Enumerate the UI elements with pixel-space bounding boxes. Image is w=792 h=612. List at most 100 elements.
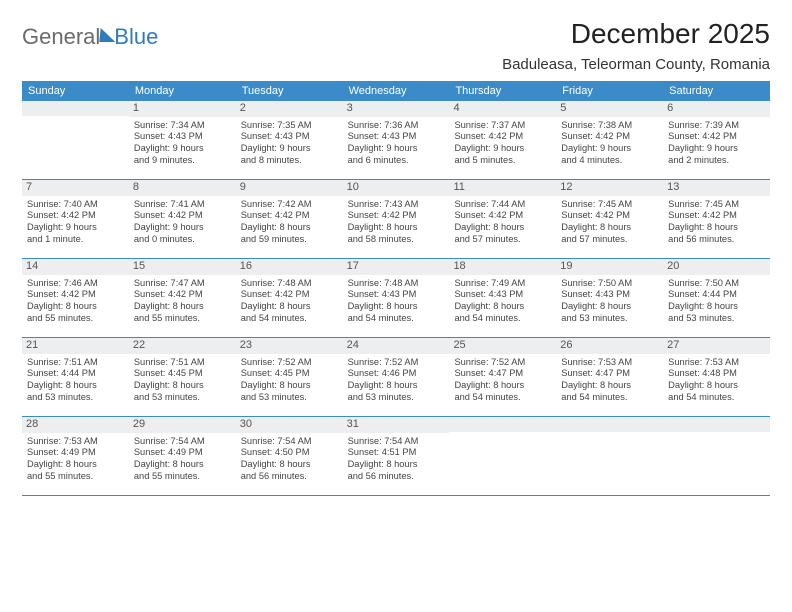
week-row: 1Sunrise: 7:34 AMSunset: 4:43 PMDaylight… — [22, 101, 770, 180]
day-cell: 10Sunrise: 7:43 AMSunset: 4:42 PMDayligh… — [343, 180, 450, 258]
day-cell: 17Sunrise: 7:48 AMSunset: 4:43 PMDayligh… — [343, 259, 450, 337]
day-info-line: and 57 minutes. — [454, 234, 551, 246]
day-info-line: Daylight: 8 hours — [561, 301, 658, 313]
dow-cell: Friday — [556, 81, 663, 101]
day-number: 18 — [449, 259, 556, 275]
day-info-line: Sunrise: 7:42 AM — [241, 199, 338, 211]
day-cell: 15Sunrise: 7:47 AMSunset: 4:42 PMDayligh… — [129, 259, 236, 337]
dow-cell: Tuesday — [236, 81, 343, 101]
day-info-line: Daylight: 8 hours — [348, 380, 445, 392]
day-cell: 9Sunrise: 7:42 AMSunset: 4:42 PMDaylight… — [236, 180, 343, 258]
day-cell — [556, 417, 663, 495]
calendar: SundayMondayTuesdayWednesdayThursdayFrid… — [22, 81, 770, 496]
day-info-line: and 53 minutes. — [348, 392, 445, 404]
day-cell: 18Sunrise: 7:49 AMSunset: 4:43 PMDayligh… — [449, 259, 556, 337]
day-info-line: Sunset: 4:48 PM — [668, 368, 765, 380]
day-info-line: Daylight: 8 hours — [134, 459, 231, 471]
day-number — [663, 417, 770, 432]
day-info-line: Daylight: 8 hours — [348, 222, 445, 234]
day-info-line: Sunset: 4:43 PM — [454, 289, 551, 301]
day-info-line: and 2 minutes. — [668, 155, 765, 167]
day-info-line: and 0 minutes. — [134, 234, 231, 246]
day-info-line: Sunset: 4:43 PM — [134, 131, 231, 143]
day-cell: 22Sunrise: 7:51 AMSunset: 4:45 PMDayligh… — [129, 338, 236, 416]
day-info-line: Sunrise: 7:53 AM — [27, 436, 124, 448]
day-cell: 13Sunrise: 7:45 AMSunset: 4:42 PMDayligh… — [663, 180, 770, 258]
location-text: Baduleasa, Teleorman County, Romania — [502, 56, 770, 73]
day-info-line: Sunrise: 7:53 AM — [561, 357, 658, 369]
day-info-line: Daylight: 9 hours — [27, 222, 124, 234]
day-info-line: Sunrise: 7:54 AM — [241, 436, 338, 448]
day-info-line: Daylight: 8 hours — [454, 222, 551, 234]
day-info-line: and 58 minutes. — [348, 234, 445, 246]
day-info-line: Sunset: 4:42 PM — [454, 131, 551, 143]
title-block: December 2025 Baduleasa, Teleorman Count… — [502, 18, 770, 73]
day-info-line: Daylight: 8 hours — [241, 222, 338, 234]
day-of-week-row: SundayMondayTuesdayWednesdayThursdayFrid… — [22, 81, 770, 101]
day-info-line: Sunset: 4:42 PM — [241, 289, 338, 301]
day-number: 23 — [236, 338, 343, 354]
day-info-line: Daylight: 8 hours — [454, 301, 551, 313]
day-cell: 6Sunrise: 7:39 AMSunset: 4:42 PMDaylight… — [663, 101, 770, 179]
day-info-line: Sunrise: 7:37 AM — [454, 120, 551, 132]
day-info-line: and 53 minutes. — [241, 392, 338, 404]
day-info-line: Daylight: 8 hours — [241, 301, 338, 313]
day-info-line: Sunrise: 7:51 AM — [134, 357, 231, 369]
day-number: 17 — [343, 259, 450, 275]
day-info-line: Daylight: 8 hours — [561, 222, 658, 234]
day-info-line: and 54 minutes. — [561, 392, 658, 404]
day-info-line: Daylight: 9 hours — [134, 143, 231, 155]
day-cell: 31Sunrise: 7:54 AMSunset: 4:51 PMDayligh… — [343, 417, 450, 495]
day-number — [449, 417, 556, 432]
week-row: 21Sunrise: 7:51 AMSunset: 4:44 PMDayligh… — [22, 338, 770, 417]
day-info-line: Sunrise: 7:50 AM — [668, 278, 765, 290]
day-info-line: and 55 minutes. — [27, 471, 124, 483]
day-info-line: and 59 minutes. — [241, 234, 338, 246]
day-info-line: Sunrise: 7:45 AM — [561, 199, 658, 211]
day-info-line: Sunset: 4:47 PM — [454, 368, 551, 380]
day-info-line: and 54 minutes. — [668, 392, 765, 404]
day-number: 19 — [556, 259, 663, 275]
day-number: 5 — [556, 101, 663, 117]
day-info-line: Sunset: 4:42 PM — [241, 210, 338, 222]
day-number: 10 — [343, 180, 450, 196]
logo-text-blue: Blue — [114, 24, 158, 50]
dow-cell: Thursday — [449, 81, 556, 101]
day-cell: 1Sunrise: 7:34 AMSunset: 4:43 PMDaylight… — [129, 101, 236, 179]
day-info-line: Sunrise: 7:52 AM — [454, 357, 551, 369]
day-info-line: Sunset: 4:42 PM — [668, 210, 765, 222]
logo: General Blue — [22, 24, 158, 50]
day-cell: 2Sunrise: 7:35 AMSunset: 4:43 PMDaylight… — [236, 101, 343, 179]
day-number: 2 — [236, 101, 343, 117]
day-number — [22, 101, 129, 116]
dow-cell: Saturday — [663, 81, 770, 101]
day-info-line: and 8 minutes. — [241, 155, 338, 167]
day-cell: 19Sunrise: 7:50 AMSunset: 4:43 PMDayligh… — [556, 259, 663, 337]
day-info-line: Sunset: 4:44 PM — [668, 289, 765, 301]
day-info-line: Daylight: 8 hours — [561, 380, 658, 392]
day-info-line: and 53 minutes. — [561, 313, 658, 325]
day-cell: 24Sunrise: 7:52 AMSunset: 4:46 PMDayligh… — [343, 338, 450, 416]
day-cell: 28Sunrise: 7:53 AMSunset: 4:49 PMDayligh… — [22, 417, 129, 495]
day-info-line: Sunrise: 7:48 AM — [348, 278, 445, 290]
day-number: 20 — [663, 259, 770, 275]
day-info-line: Sunrise: 7:46 AM — [27, 278, 124, 290]
day-number: 21 — [22, 338, 129, 354]
day-info-line: Sunset: 4:43 PM — [348, 289, 445, 301]
day-number: 4 — [449, 101, 556, 117]
day-number: 30 — [236, 417, 343, 433]
day-info-line: Sunrise: 7:41 AM — [134, 199, 231, 211]
day-info-line: Sunset: 4:46 PM — [348, 368, 445, 380]
day-info-line: Daylight: 8 hours — [668, 222, 765, 234]
day-number — [556, 417, 663, 432]
day-info-line: Daylight: 8 hours — [27, 459, 124, 471]
day-number: 8 — [129, 180, 236, 196]
day-number: 29 — [129, 417, 236, 433]
day-number: 3 — [343, 101, 450, 117]
day-info-line: and 53 minutes. — [668, 313, 765, 325]
day-info-line: Daylight: 8 hours — [348, 459, 445, 471]
day-cell — [663, 417, 770, 495]
day-info-line: Sunrise: 7:43 AM — [348, 199, 445, 211]
day-info-line: Sunrise: 7:35 AM — [241, 120, 338, 132]
week-row: 14Sunrise: 7:46 AMSunset: 4:42 PMDayligh… — [22, 259, 770, 338]
